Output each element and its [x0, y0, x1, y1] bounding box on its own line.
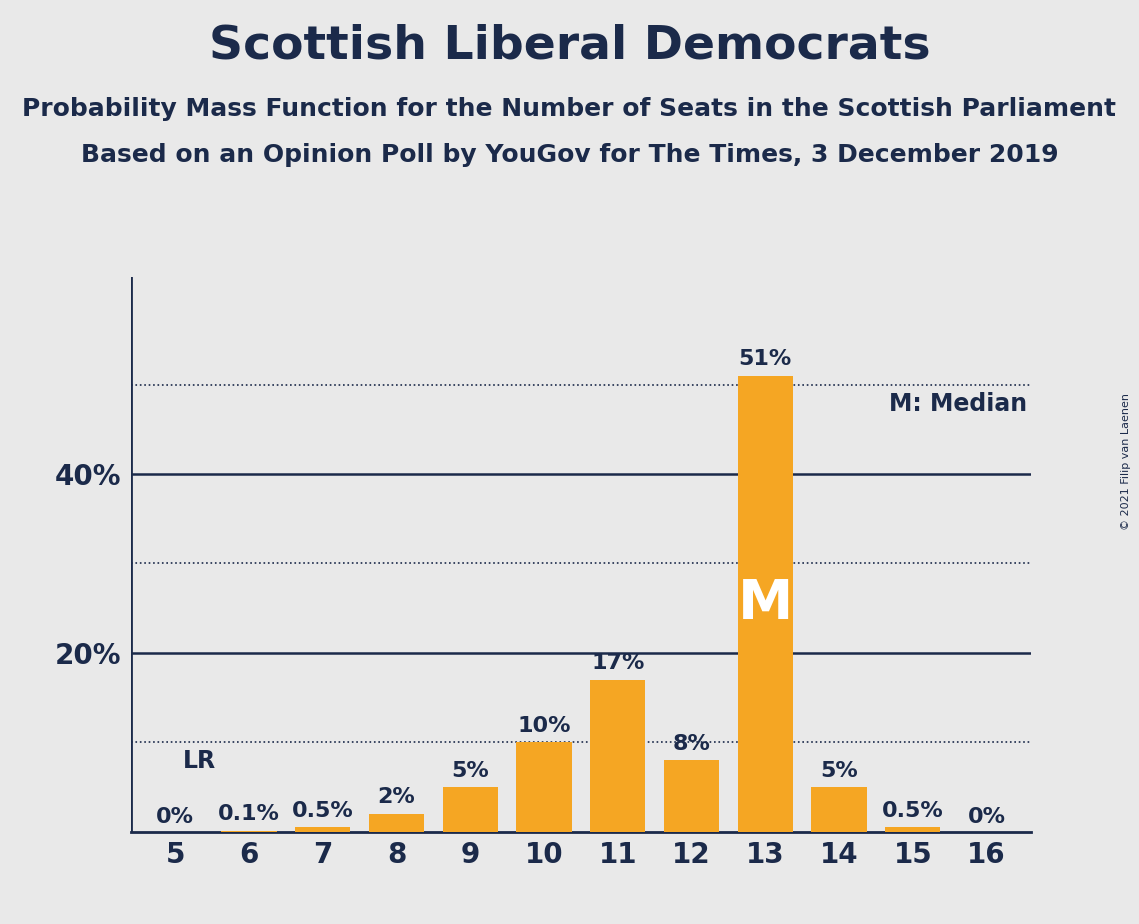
Bar — [738, 375, 793, 832]
Text: 2%: 2% — [378, 787, 416, 808]
Text: 0.1%: 0.1% — [218, 805, 280, 824]
Bar — [516, 742, 572, 832]
Bar — [295, 827, 351, 832]
Text: 51%: 51% — [739, 349, 792, 370]
Text: 17%: 17% — [591, 653, 645, 674]
Text: Based on an Opinion Poll by YouGov for The Times, 3 December 2019: Based on an Opinion Poll by YouGov for T… — [81, 143, 1058, 167]
Text: 0.5%: 0.5% — [882, 801, 944, 821]
Text: 5%: 5% — [820, 760, 858, 781]
Bar — [369, 814, 424, 832]
Text: M: M — [738, 577, 793, 630]
Text: 10%: 10% — [517, 716, 571, 736]
Text: 8%: 8% — [673, 734, 711, 754]
Bar — [590, 679, 646, 832]
Text: M: Median: M: Median — [888, 392, 1027, 416]
Bar — [885, 827, 941, 832]
Text: © 2021 Filip van Laenen: © 2021 Filip van Laenen — [1121, 394, 1131, 530]
Text: Probability Mass Function for the Number of Seats in the Scottish Parliament: Probability Mass Function for the Number… — [23, 97, 1116, 121]
Text: 0%: 0% — [156, 808, 195, 827]
Bar — [811, 787, 867, 832]
Text: Scottish Liberal Democrats: Scottish Liberal Democrats — [208, 23, 931, 68]
Bar — [443, 787, 498, 832]
Bar — [664, 760, 719, 832]
Text: 0%: 0% — [967, 808, 1006, 827]
Text: 5%: 5% — [451, 760, 489, 781]
Text: 0.5%: 0.5% — [292, 801, 353, 821]
Text: LR: LR — [182, 749, 215, 773]
